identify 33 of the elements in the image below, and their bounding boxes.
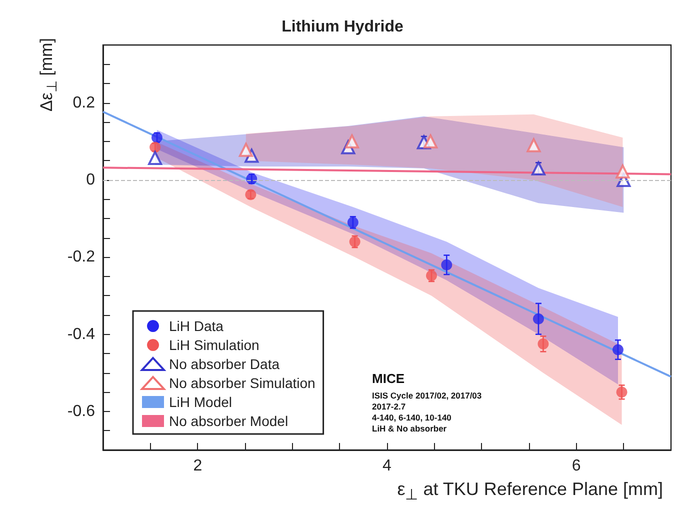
y-tick-label: -0.6 bbox=[67, 402, 96, 420]
point bbox=[344, 134, 359, 148]
point bbox=[532, 313, 544, 324]
y-tick-label: 0 bbox=[86, 172, 96, 188]
legend-label: LiH Model bbox=[169, 394, 232, 410]
annotation: 2017-2.7 bbox=[372, 402, 406, 412]
point bbox=[616, 386, 628, 398]
annotation: 4-140, 6-140, 10-140 bbox=[372, 412, 452, 422]
chart-title: Lithium Hydride bbox=[282, 18, 404, 36]
point bbox=[538, 338, 549, 350]
point bbox=[531, 161, 546, 176]
annotation: ISIS Cycle 2017/02, 2017/03 bbox=[372, 390, 482, 400]
x-tick-label: 2 bbox=[193, 458, 202, 474]
annotation: LiH & No absorber bbox=[372, 424, 448, 434]
legend-label: No absorber Data bbox=[169, 356, 280, 372]
point bbox=[238, 142, 253, 157]
x-tick-label: 4 bbox=[382, 458, 392, 474]
y-tick-label: -0.2 bbox=[67, 248, 96, 266]
x-tick-label: 6 bbox=[572, 458, 581, 474]
y-tick-label: -0.4 bbox=[67, 326, 96, 343]
legend-label: LiH Simulation bbox=[169, 337, 260, 353]
point bbox=[616, 164, 630, 179]
y-tick-label: 0.2 bbox=[72, 94, 96, 112]
legend-label: No absorber Simulation bbox=[169, 375, 316, 391]
point bbox=[526, 138, 541, 152]
x-axis-title: ε$_{⊥}$ at TKU Reference Plane [mm] bbox=[397, 479, 663, 504]
annotation: MICE bbox=[372, 371, 405, 386]
legend-label: No absorber Model bbox=[169, 413, 288, 429]
point bbox=[441, 259, 452, 270]
legend-label: LiH Data bbox=[169, 318, 224, 334]
point bbox=[612, 344, 624, 356]
point bbox=[424, 134, 438, 148]
point bbox=[148, 151, 162, 166]
